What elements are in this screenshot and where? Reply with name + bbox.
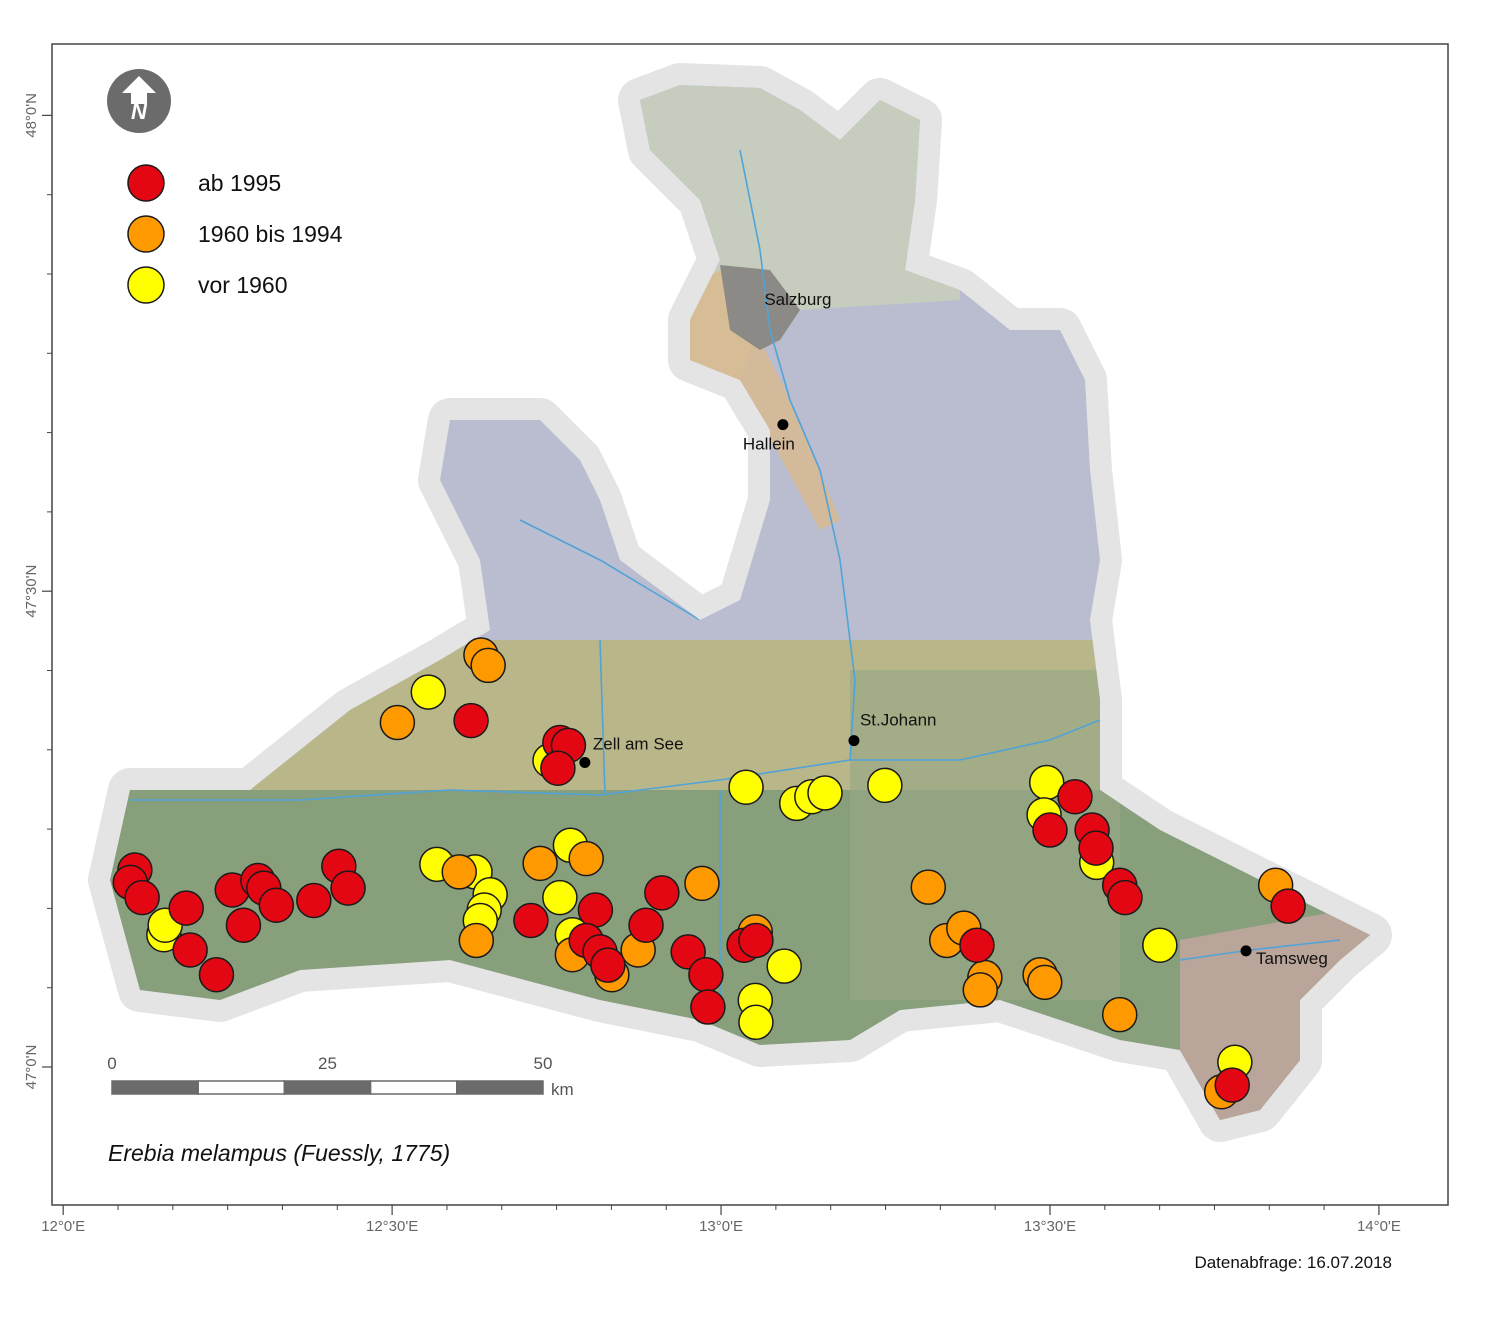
observation-point (441, 854, 477, 890)
y-tick-label: 47°0'N (23, 1045, 40, 1090)
observation-point (453, 702, 489, 739)
observation-point (807, 775, 843, 811)
observation-point (688, 956, 724, 993)
place-label: Hallein (743, 435, 795, 454)
place-marker (848, 735, 860, 747)
observation-point (959, 927, 995, 963)
scale-segment (456, 1080, 544, 1095)
observation-point (458, 922, 495, 959)
place-label: Salzburg (764, 290, 831, 309)
north-arrow: N (107, 69, 171, 133)
legend-swatch (127, 266, 165, 304)
observation-point (522, 845, 558, 882)
scale-segment (197, 1080, 286, 1095)
observation-point (910, 869, 947, 905)
place-label: Tamsweg (1256, 949, 1328, 968)
observations (112, 637, 1306, 1110)
legend-label: vor 1960 (198, 272, 288, 298)
observation-point (1032, 812, 1068, 848)
observation-point (1142, 927, 1178, 963)
observation-point (568, 840, 604, 877)
place-label: Zell am See (593, 734, 684, 753)
scale-label: 0 (107, 1054, 116, 1073)
observation-point (766, 948, 802, 984)
observation-point (628, 907, 664, 943)
north-label: N (131, 99, 148, 124)
observation-point (577, 892, 614, 928)
observation-point (738, 922, 774, 959)
observation-point (590, 947, 626, 983)
observation-point (962, 972, 999, 1008)
observation-point (513, 902, 549, 939)
region-tennengau (670, 270, 840, 530)
y-tick-label: 48°0'N (23, 93, 40, 138)
scale-label: 25 (318, 1054, 337, 1073)
observation-point (684, 865, 720, 902)
scale-segment (111, 1080, 199, 1095)
observation-point (540, 750, 576, 786)
north-arrow-head (122, 76, 156, 104)
place-marker (579, 756, 591, 768)
observation-point (258, 887, 295, 923)
observation-point (1270, 888, 1306, 924)
x-tick-label: 13°30'E (1024, 1218, 1076, 1235)
legend-label: ab 1995 (198, 170, 281, 196)
observation-point (1107, 879, 1143, 916)
observation-point (168, 890, 204, 926)
observation-point (330, 870, 366, 906)
x-tick-label: 13°0'E (699, 1218, 743, 1235)
map-title: Erebia melampus (Fuessly, 1775) (108, 1140, 450, 1166)
legend-swatch (127, 164, 165, 202)
observation-point (644, 875, 680, 911)
observation-point (1214, 1067, 1250, 1103)
scale-segment (369, 1080, 458, 1095)
y-tick-label: 47°30'N (23, 565, 40, 618)
legend-swatch (127, 215, 165, 253)
observation-point (470, 647, 506, 684)
place-marker (777, 419, 789, 431)
observation-point (690, 989, 726, 1025)
observation-point (1057, 778, 1093, 815)
city-salzburg (720, 265, 800, 350)
observation-point (225, 907, 262, 943)
observation-point (542, 879, 578, 916)
observation-point (198, 956, 235, 993)
x-tick-label: 12°0'E (41, 1218, 85, 1235)
observation-point (172, 932, 208, 968)
place-label: St.Johann (860, 711, 937, 730)
x-tick-label: 12°30'E (366, 1218, 418, 1235)
observation-point (1078, 830, 1114, 866)
observation-point (410, 674, 447, 710)
x-tick-label: 14°0'E (1357, 1218, 1401, 1235)
place-marker (1240, 945, 1252, 957)
observation-point (296, 882, 332, 919)
observation-point (1101, 996, 1138, 1033)
observation-point (124, 879, 160, 916)
observation-point (728, 769, 764, 805)
scale-segment (283, 1080, 372, 1095)
legend-label: 1960 bis 1994 (198, 221, 343, 247)
observation-point (738, 1004, 774, 1041)
observation-point (379, 704, 416, 741)
footnote: Datenabfrage: 16.07.2018 (1194, 1253, 1392, 1272)
scale-label: 50 (534, 1054, 553, 1073)
scale-unit: km (551, 1080, 574, 1099)
observation-point (1026, 964, 1063, 1001)
region-pongau-south (850, 670, 1120, 1000)
observation-point (867, 767, 903, 804)
